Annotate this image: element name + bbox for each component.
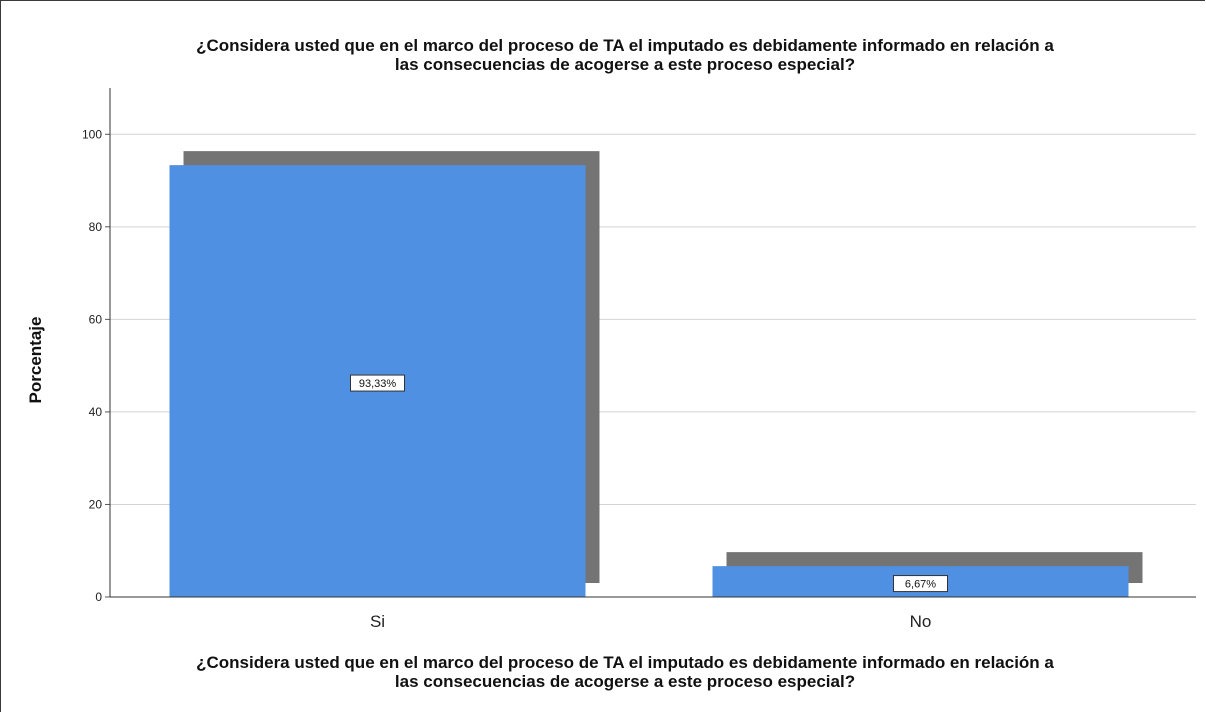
- data-label-box-si: [350, 374, 405, 392]
- x-axis-title: ¿Considera usted que en el marco del pro…: [60, 653, 1190, 691]
- data-label-no: 6,67%: [905, 579, 936, 591]
- y-tick-label-60: 60: [89, 312, 103, 326]
- x-tick-label-no: No: [910, 612, 932, 631]
- x-axis-title-line-2: las consecuencias de acogerse a este pro…: [394, 672, 856, 691]
- data-label-box-no: [893, 575, 948, 593]
- x-tick-label-si: Si: [370, 612, 385, 631]
- y-tick-label-0: 0: [95, 590, 102, 604]
- x-axis-title-line-1: ¿Considera usted que en el marco del pro…: [196, 653, 1054, 672]
- y-tick-label-100: 100: [82, 127, 102, 141]
- y-tick-label-20: 20: [89, 497, 103, 511]
- chart-title-line-1: ¿Considera usted que en el marco del pro…: [196, 36, 1054, 55]
- data-label-si: 93,33%: [359, 378, 397, 390]
- y-tick-label-80: 80: [89, 220, 103, 234]
- y-tick-label-40: 40: [89, 405, 103, 419]
- chart-title: ¿Considera usted que en el marco del pro…: [60, 36, 1190, 74]
- chart-title-line-2: las consecuencias de acogerse a este pro…: [394, 55, 856, 74]
